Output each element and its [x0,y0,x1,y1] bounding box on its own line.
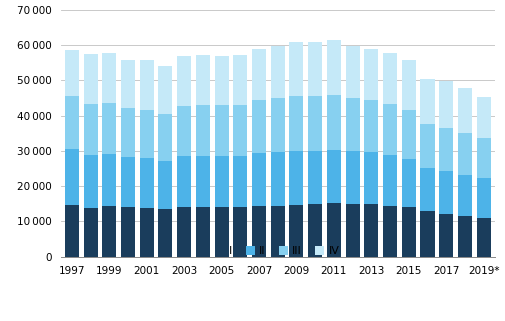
Bar [140,208,154,257]
Bar [83,54,97,104]
Bar [140,109,154,158]
Bar [121,157,135,207]
Bar [364,204,378,257]
Bar [289,204,304,257]
Bar [327,40,341,95]
Bar [65,204,79,257]
Bar [252,49,266,100]
Bar [421,124,434,168]
Bar [159,210,172,257]
Bar [121,207,135,257]
Bar [402,110,416,159]
Bar [252,100,266,153]
Bar [102,206,116,257]
Bar [83,208,97,257]
Bar [102,154,116,206]
Bar [177,106,191,156]
Bar [177,156,191,207]
Bar [102,53,116,103]
Bar [383,206,397,257]
Bar [271,46,285,98]
Bar [364,152,378,204]
Bar [477,218,491,257]
Bar [196,207,210,257]
Bar [177,56,191,106]
Bar [308,204,322,257]
Bar [345,204,360,257]
Bar [421,79,434,124]
Bar [421,211,434,257]
Bar [383,104,397,155]
Bar [327,150,341,204]
Bar [215,156,229,207]
Bar [364,100,378,152]
Bar [327,204,341,257]
Bar [196,156,210,207]
Bar [289,151,304,204]
Bar [439,128,453,171]
Bar [140,60,154,109]
Bar [345,151,360,204]
Bar [402,207,416,257]
Bar [233,207,247,257]
Bar [458,133,472,175]
Bar [271,152,285,206]
Bar [252,153,266,206]
Bar [159,66,172,114]
Bar [439,171,453,214]
Bar [83,104,97,155]
Bar [458,88,472,133]
Bar [271,206,285,257]
Bar [215,56,229,105]
Bar [477,97,491,138]
Bar [345,98,360,151]
Bar [458,216,472,257]
Bar [215,207,229,257]
Bar [196,55,210,105]
Bar [65,149,79,204]
Bar [159,161,172,210]
Bar [345,46,360,98]
Bar [121,60,135,108]
Bar [439,214,453,257]
Bar [233,55,247,105]
Bar [65,96,79,149]
Bar [65,50,79,96]
Bar [402,60,416,110]
Bar [383,53,397,104]
Bar [289,97,304,151]
Bar [439,81,453,128]
Bar [308,97,322,151]
Bar [289,42,304,97]
Bar [458,175,472,216]
Bar [477,138,491,178]
Bar [402,159,416,207]
Bar [233,156,247,207]
Bar [233,105,247,156]
Bar [383,155,397,206]
Bar [327,95,341,150]
Bar [121,108,135,157]
Bar [364,49,378,100]
Legend: I, II, III, IV: I, II, III, IV [216,246,339,256]
Bar [177,207,191,257]
Bar [308,42,322,97]
Bar [421,168,434,211]
Bar [159,114,172,161]
Bar [196,105,210,156]
Bar [252,206,266,257]
Bar [477,178,491,218]
Bar [102,103,116,154]
Bar [215,105,229,156]
Bar [83,155,97,208]
Bar [308,151,322,204]
Bar [271,98,285,152]
Bar [140,158,154,208]
